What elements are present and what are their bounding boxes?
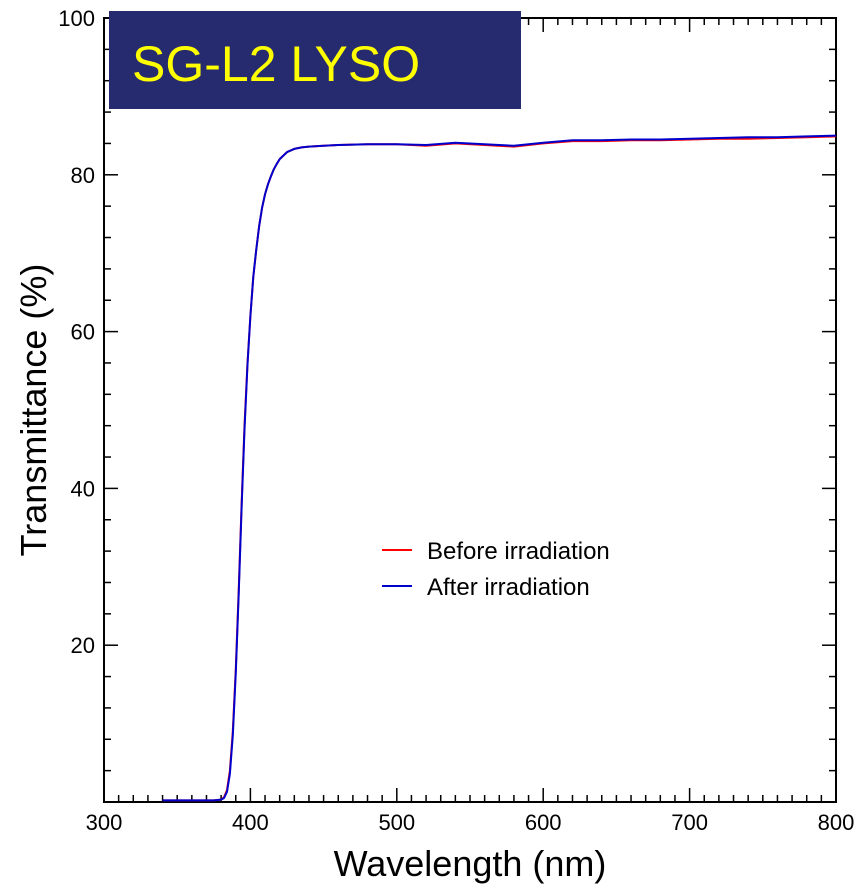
x-tick-label: 500	[378, 810, 415, 835]
tick-labels: 300 400 500 600 700 800 20 40 60 80 100	[58, 6, 854, 835]
x-tick-label: 600	[525, 810, 562, 835]
y-tick-label: 100	[58, 6, 95, 31]
legend-label-before: Before irradiation	[427, 538, 610, 565]
y-tick-label: 60	[71, 320, 95, 345]
title-box	[109, 11, 521, 109]
y-axis-title: Transmittance (%)	[13, 264, 54, 557]
y-tick-label: 40	[71, 476, 95, 501]
x-tick-label: 800	[818, 810, 855, 835]
legend: Before irradiation After irradiation	[382, 538, 610, 601]
x-tick-label: 400	[232, 810, 269, 835]
x-tick-label: 700	[671, 810, 708, 835]
chart-title: SG-L2 LYSO	[132, 36, 420, 92]
x-axis-title: Wavelength (nm)	[334, 843, 607, 884]
series-line-after-irradiation	[162, 134, 837, 802]
data-series	[162, 134, 837, 802]
y-tick-label: 20	[71, 633, 95, 658]
y-tick-label: 80	[71, 163, 95, 188]
x-tick-label: 300	[86, 810, 123, 835]
legend-label-after: After irradiation	[427, 574, 590, 601]
